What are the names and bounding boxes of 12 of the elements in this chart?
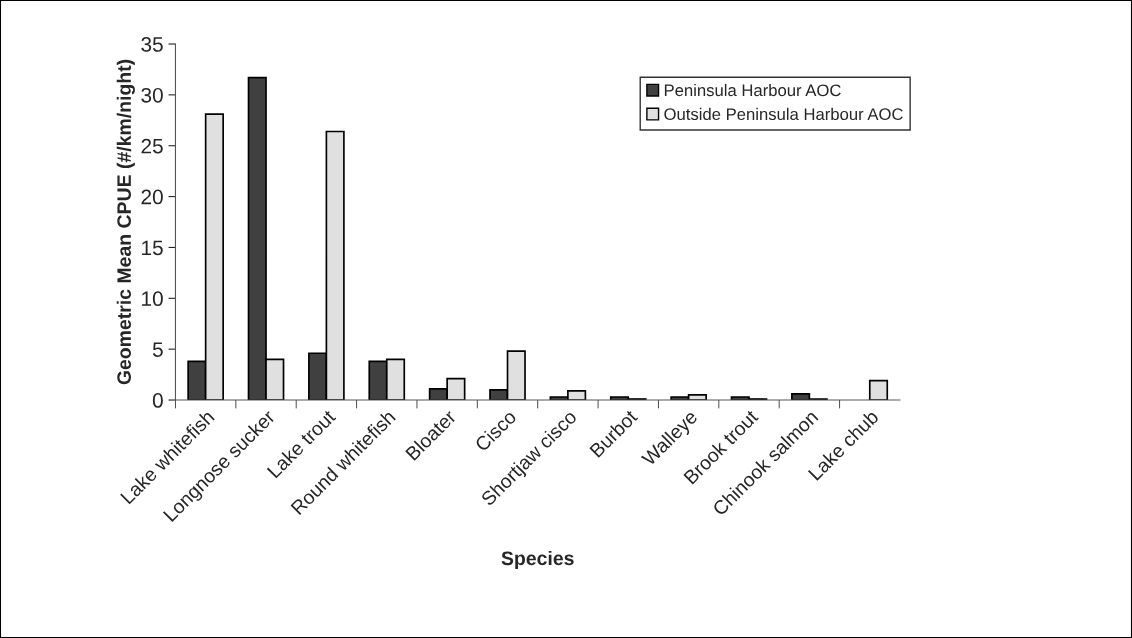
legend-label: Peninsula Harbour AOC [664,83,841,97]
y-tick-label: 25 [141,138,163,154]
y-tick-label: 35 [141,37,163,52]
y-axis-title: Geometric Mean CPUE (#/km/night) [116,59,135,385]
x-axis-title: Species [501,550,574,570]
legend-label: Outside Peninsula Harbour AOC [664,107,903,121]
y-tick-label: 30 [141,87,163,103]
y-tick-label: 20 [141,189,163,205]
y-tick-label: 5 [152,342,163,357]
y-tick-label: 10 [142,291,163,307]
y-tick-label: 0 [152,393,163,408]
y-tick-label: 15 [142,240,163,256]
